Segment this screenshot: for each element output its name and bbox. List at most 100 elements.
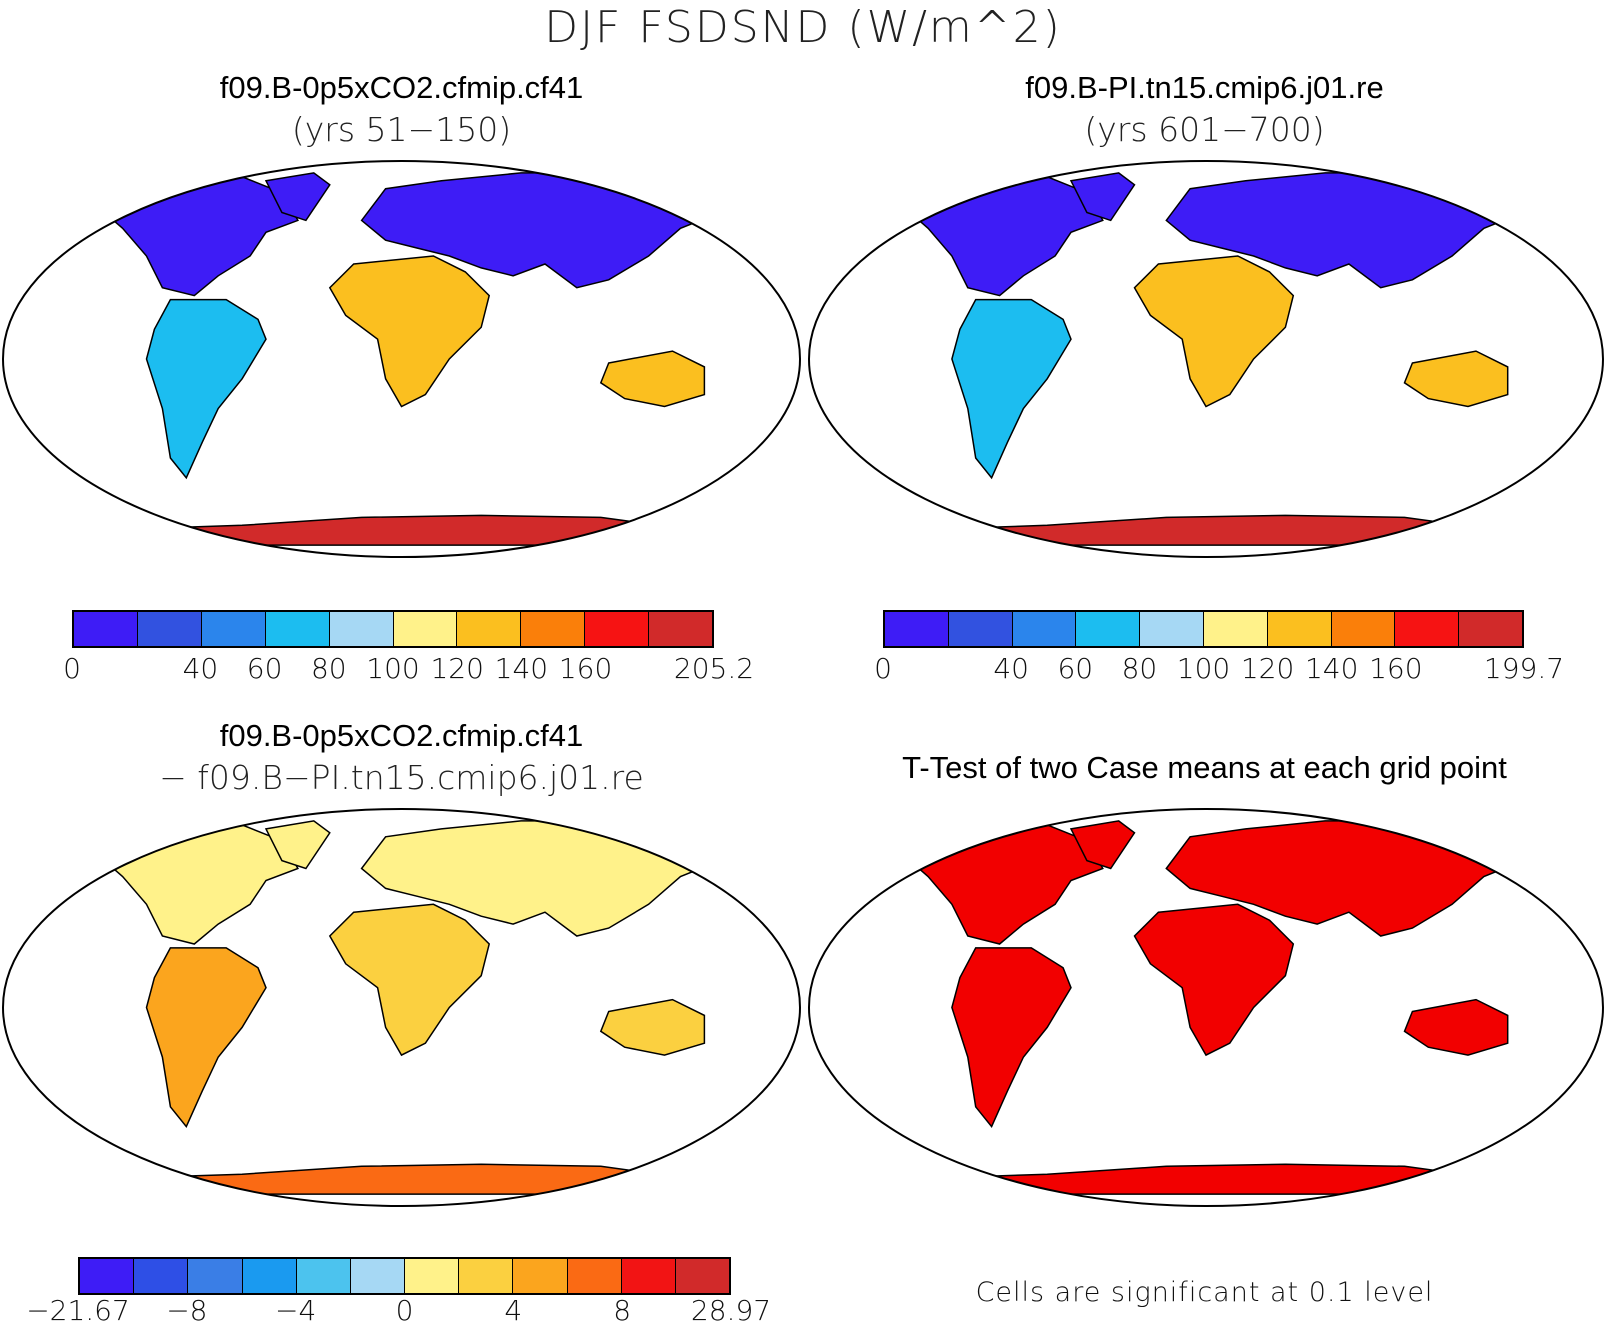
- colorbar-tick-label: 199.7: [1483, 652, 1565, 685]
- colorbar-swatch: [201, 612, 266, 646]
- colorbar: [72, 610, 714, 648]
- colorbar-swatch: [405, 1259, 460, 1293]
- map-border: [808, 160, 1604, 558]
- colorbar-swatch: [242, 1259, 297, 1293]
- map-border: [808, 808, 1604, 1207]
- map-panel: [806, 158, 1606, 560]
- panel-title: T-Test of two Case means at each grid po…: [902, 750, 1507, 785]
- colorbar-swatch: [521, 612, 586, 646]
- continent-africa: [1133, 903, 1295, 1057]
- continent-antarctica: [90, 514, 715, 546]
- colorbar-tick-label: 28.97: [690, 1294, 772, 1327]
- colorbar-tick-label: 160: [558, 652, 613, 685]
- colorbar-swatch: [567, 1259, 622, 1293]
- continent-eurasia: [360, 820, 722, 937]
- colorbar-swatch: [1012, 612, 1077, 646]
- colorbar-swatch: [74, 612, 138, 646]
- colorbar: [78, 1257, 731, 1295]
- continent-australia: [1403, 998, 1509, 1056]
- continent-south-america: [145, 298, 267, 480]
- colorbar-swatch: [1140, 612, 1204, 646]
- colorbar-tick-label: 40: [182, 652, 219, 685]
- colorbar-tick-label: 0: [395, 1294, 414, 1327]
- colorbar-tick-label: −21.67: [26, 1294, 130, 1327]
- colorbar-tick-label: 100: [1176, 652, 1231, 685]
- colorbar-swatch: [393, 612, 458, 646]
- continent-north-america: [894, 824, 1104, 945]
- colorbar-swatch: [137, 612, 202, 646]
- colorbar-swatch: [457, 612, 522, 646]
- colorbar-tick-label: 205.2: [673, 652, 755, 685]
- significance-note: Cells are significant at 0.1 level: [975, 1277, 1434, 1308]
- colorbar-tick-label: 4: [504, 1294, 523, 1327]
- colorbar-swatch: [1459, 612, 1522, 646]
- colorbar-swatch: [1203, 612, 1268, 646]
- panel-title: f09.B-0p5xCO2.cfmip.cf41: [219, 718, 584, 753]
- panel-title: f09.B-0p5xCO2.cfmip.cf41: [219, 70, 584, 105]
- colorbar-swatch: [1395, 612, 1460, 646]
- map-panel: [806, 806, 1606, 1209]
- colorbar-tick-label: 0: [874, 652, 892, 685]
- colorbar-swatch: [459, 1259, 514, 1293]
- colorbar-swatch: [188, 1259, 243, 1293]
- continent-north-america: [89, 176, 299, 297]
- colorbar-swatch: [265, 612, 330, 646]
- colorbar-tick-label: 140: [1304, 652, 1359, 685]
- continent-africa: [1133, 255, 1295, 408]
- colorbar-tick-label: 8: [613, 1294, 632, 1327]
- continent-africa: [328, 903, 491, 1057]
- colorbar-swatch: [649, 612, 713, 646]
- colorbar-swatch: [621, 1259, 676, 1293]
- continent-greenland: [264, 172, 331, 222]
- colorbar-tick-label: 80: [1121, 652, 1158, 685]
- continent-north-america: [894, 176, 1104, 297]
- colorbar-tick-label: 60: [246, 652, 283, 685]
- continent-australia: [1403, 350, 1509, 408]
- panel-subtitle: − f09.B−PI.tn15.cmip6.j01.re: [159, 758, 644, 797]
- colorbar-swatch: [675, 1259, 730, 1293]
- colorbar-swatch: [80, 1259, 135, 1293]
- colorbar-tick-label: −8: [166, 1294, 208, 1327]
- continent-north-america: [89, 824, 299, 945]
- panel-subtitle: (yrs 51−150): [291, 110, 512, 149]
- world-map: [2, 808, 801, 1207]
- colorbar-swatch: [134, 1259, 189, 1293]
- colorbar-swatch: [329, 612, 394, 646]
- colorbar-swatch: [948, 612, 1013, 646]
- colorbar-tick-label: 40: [993, 652, 1030, 685]
- map-border: [2, 808, 801, 1207]
- panel-title: f09.B-PI.tn15.cmip6.j01.re: [1025, 70, 1384, 105]
- map-panel: [0, 806, 803, 1209]
- colorbar-tick-label: 120: [430, 652, 484, 685]
- continent-south-america: [951, 947, 1072, 1129]
- colorbar-tick-label: 0: [63, 652, 81, 685]
- colorbar-tick-label: 60: [1057, 652, 1094, 685]
- colorbar-swatch: [585, 612, 650, 646]
- continent-south-america: [951, 298, 1072, 480]
- continent-greenland: [1069, 820, 1136, 870]
- continent-antarctica: [895, 514, 1519, 546]
- map-border: [2, 160, 801, 558]
- colorbar-swatch: [296, 1259, 351, 1293]
- continent-south-america: [145, 947, 267, 1129]
- continent-eurasia: [1165, 820, 1525, 937]
- colorbar-tick-label: 120: [1240, 652, 1295, 685]
- colorbar-tick-label: −4: [275, 1294, 317, 1327]
- colorbar-tick-label: 160: [1369, 652, 1423, 685]
- continent-australia: [599, 350, 706, 408]
- continent-eurasia: [360, 172, 722, 289]
- colorbar-tick-label: 80: [310, 652, 347, 685]
- continent-eurasia: [1165, 172, 1525, 289]
- colorbar-swatch: [513, 1259, 568, 1293]
- continent-australia: [599, 998, 706, 1056]
- main-title: DJF FSDSND (W/m^2): [544, 2, 1062, 53]
- panel-subtitle: (yrs 601−700): [1084, 110, 1325, 149]
- map-panel: [0, 158, 803, 560]
- world-map: [808, 808, 1604, 1207]
- colorbar-swatch: [1331, 612, 1396, 646]
- continent-antarctica: [895, 1163, 1519, 1195]
- colorbar-swatch: [1267, 612, 1332, 646]
- colorbar-tick-label: 100: [366, 652, 420, 685]
- colorbar-swatch: [1076, 612, 1141, 646]
- continent-greenland: [1069, 172, 1136, 222]
